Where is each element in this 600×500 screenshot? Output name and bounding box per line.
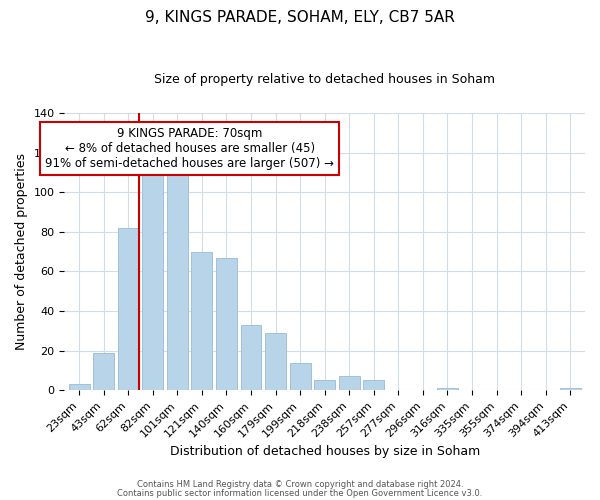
Bar: [241, 325, 262, 390]
Bar: [437, 388, 458, 390]
Y-axis label: Number of detached properties: Number of detached properties: [15, 153, 28, 350]
Bar: [216, 258, 237, 390]
Bar: [93, 352, 114, 390]
Bar: [191, 252, 212, 390]
Bar: [314, 380, 335, 390]
Bar: [69, 384, 89, 390]
X-axis label: Distribution of detached houses by size in Soham: Distribution of detached houses by size …: [170, 444, 480, 458]
Bar: [167, 166, 188, 390]
Text: 9 KINGS PARADE: 70sqm
← 8% of detached houses are smaller (45)
91% of semi-detac: 9 KINGS PARADE: 70sqm ← 8% of detached h…: [45, 127, 334, 170]
Text: Contains HM Land Registry data © Crown copyright and database right 2024.: Contains HM Land Registry data © Crown c…: [137, 480, 463, 489]
Bar: [142, 172, 163, 390]
Text: 9, KINGS PARADE, SOHAM, ELY, CB7 5AR: 9, KINGS PARADE, SOHAM, ELY, CB7 5AR: [145, 10, 455, 25]
Bar: [560, 388, 581, 390]
Bar: [339, 376, 359, 390]
Bar: [290, 362, 311, 390]
Bar: [364, 380, 384, 390]
Text: Contains public sector information licensed under the Open Government Licence v3: Contains public sector information licen…: [118, 490, 482, 498]
Bar: [118, 228, 139, 390]
Title: Size of property relative to detached houses in Soham: Size of property relative to detached ho…: [154, 72, 495, 86]
Bar: [265, 333, 286, 390]
